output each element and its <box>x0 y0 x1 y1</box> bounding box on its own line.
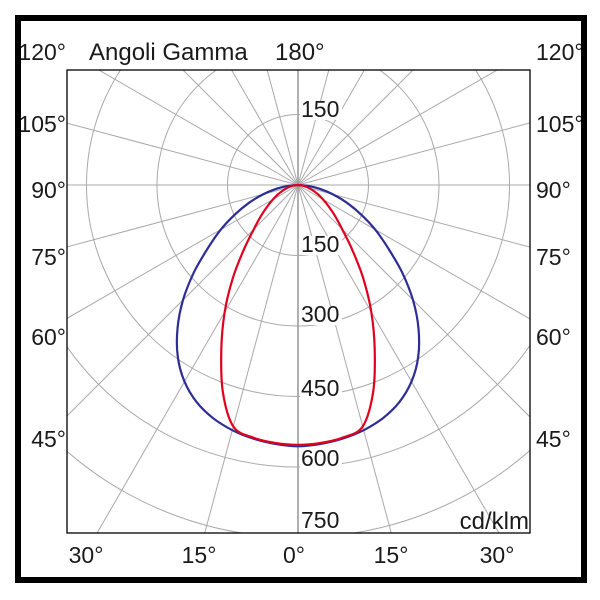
gamma-grid-line <box>297 184 530 418</box>
ring-label-top-150: 150 <box>301 96 339 122</box>
bottom-angle-label-0: 30° <box>69 542 104 568</box>
bottom-angle-label-1: 15° <box>182 542 217 568</box>
gamma-grid-line <box>67 184 299 248</box>
gamma-grid-line <box>204 184 299 533</box>
bottom-angle-label-3: 15° <box>374 542 409 568</box>
angle-label-right-75: 75° <box>536 244 571 270</box>
label-mask <box>300 101 342 120</box>
gamma-grid-line <box>297 122 530 186</box>
ring-label-750: 750 <box>301 507 339 533</box>
angle-label-top-180: 180° <box>275 39 325 66</box>
gamma-grid-line <box>266 70 299 186</box>
ring-label-150: 150 <box>301 231 339 257</box>
gamma-grid-line <box>297 184 500 533</box>
chart-title: Angoli Gamma <box>89 39 248 66</box>
unit-label: cd/klm <box>460 508 529 535</box>
gamma-grid-line <box>96 184 299 533</box>
angle-label-right-90: 90° <box>536 177 571 203</box>
gamma-grid-line <box>297 70 414 186</box>
ring-circle <box>156 70 440 327</box>
ring-grid <box>67 70 530 533</box>
curve-red <box>220 183 376 446</box>
ring-label-450: 450 <box>301 375 339 401</box>
label-mask <box>300 512 342 531</box>
gamma-grid-line <box>297 70 499 186</box>
gamma-grid-line <box>97 70 299 186</box>
angle-label-right-45: 45° <box>536 426 571 452</box>
gamma-grid-line <box>297 70 330 186</box>
outer-frame <box>15 15 587 583</box>
gamma-grid-line <box>182 70 299 186</box>
angle-label-right-60: 60° <box>536 324 571 350</box>
label-mask <box>300 236 342 255</box>
angle-label-right-105: 105° <box>536 111 584 137</box>
angle-label-left-90: 90° <box>31 177 66 203</box>
curve-blue <box>175 183 421 448</box>
gamma-grid-line <box>231 70 299 186</box>
side-angle-labels: 120° 120° 105° 105° 90° 90° 75° 75° 60° 60° 45° 45° <box>18 39 583 452</box>
gamma-grid-line <box>67 184 299 417</box>
ring-labels: 150 150 300 450 600 750 <box>300 96 342 533</box>
ring-circle <box>67 344 530 468</box>
angle-label-left-60: 60° <box>31 324 66 350</box>
gamma-grid-line <box>297 184 530 320</box>
angle-label-left-75: 75° <box>31 244 66 270</box>
gamma-grid-line <box>67 122 299 186</box>
gamma-grid-line <box>297 184 392 533</box>
gamma-grid-line <box>67 184 299 319</box>
ring-circle <box>227 114 369 256</box>
label-mask <box>300 380 342 399</box>
gamma-grid-line <box>297 70 365 186</box>
bottom-angle-label-4: 30° <box>480 542 515 568</box>
plot-border <box>66 69 531 534</box>
gamma-grid-line <box>297 184 530 248</box>
angle-label-left-120: 120° <box>18 39 66 65</box>
label-mask <box>300 306 342 325</box>
ring-circle <box>86 70 510 397</box>
label-mask <box>300 450 342 469</box>
ring-label-600: 600 <box>301 445 339 471</box>
bottom-angle-labels: 30° 15° 0° 15° 30° <box>69 542 515 568</box>
angle-label-right-120: 120° <box>536 39 584 65</box>
bottom-angle-label-2: 0° <box>283 542 305 568</box>
ring-label-300: 300 <box>301 301 339 327</box>
angle-label-left-45: 45° <box>31 426 66 452</box>
angle-label-left-105: 105° <box>18 111 66 137</box>
